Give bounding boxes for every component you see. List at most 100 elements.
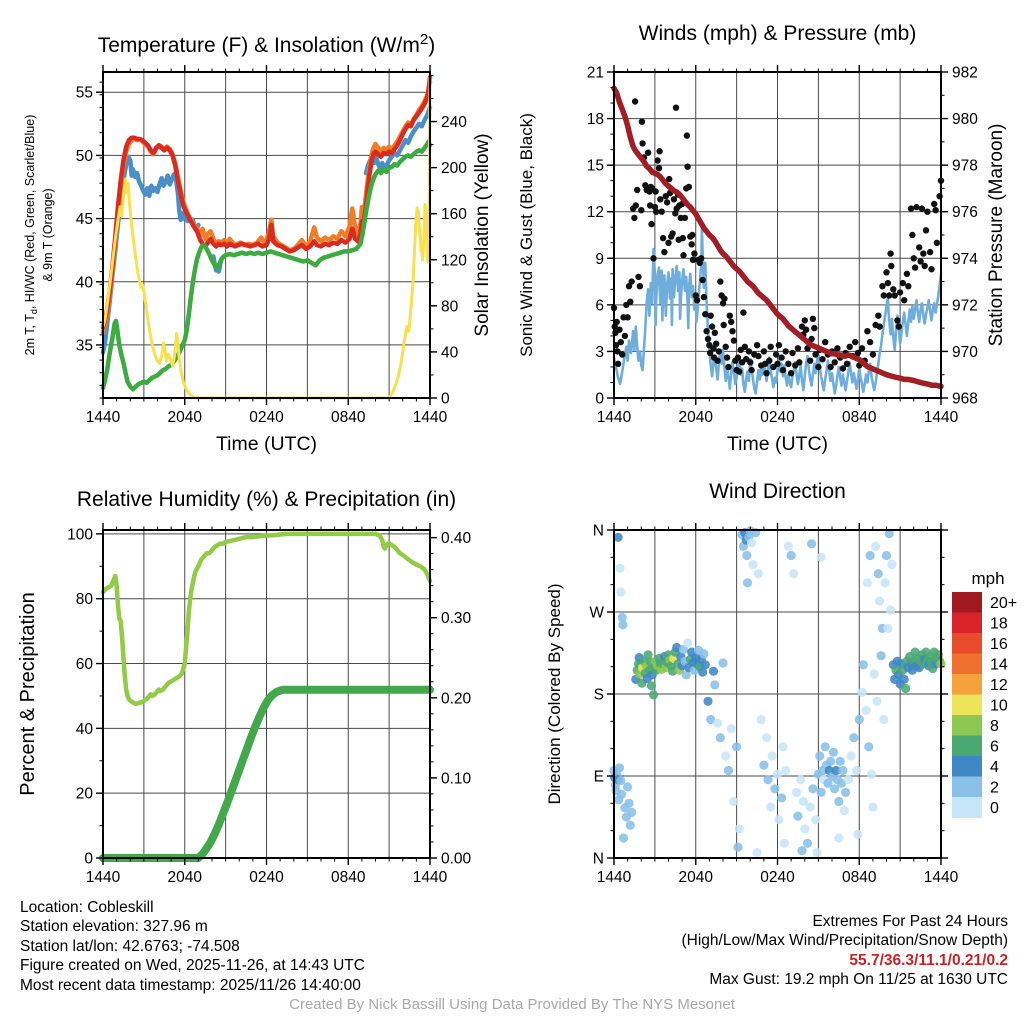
- svg-text:50: 50: [76, 148, 94, 165]
- svg-text:E: E: [594, 769, 604, 786]
- svg-text:0240: 0240: [249, 409, 284, 426]
- svg-text:0840: 0840: [331, 869, 366, 886]
- figure-created: Figure created on Wed, 2025-11-26, at 14…: [20, 957, 365, 975]
- rh-precip-chart: 1440 2040 0240 0840 14400204060801000.000.10…: [17, 488, 472, 886]
- svg-text:W: W: [589, 605, 604, 622]
- svg-text:N: N: [593, 523, 604, 540]
- svg-text:0.40: 0.40: [441, 530, 472, 547]
- svg-text:0240: 0240: [760, 409, 795, 426]
- svg-text:0840: 0840: [842, 869, 877, 886]
- svg-text:40: 40: [441, 344, 459, 361]
- svg-text:2040: 2040: [679, 869, 714, 886]
- svg-text:Direction (Colored By Speed): Direction (Colored By Speed): [545, 583, 564, 804]
- svg-text:978: 978: [952, 158, 978, 175]
- svg-text:1440: 1440: [924, 869, 959, 886]
- svg-text:0840: 0840: [331, 409, 366, 426]
- station-latlon: Station lat/lon: 42.6763; -74.508: [20, 937, 240, 955]
- svg-text:20+: 20+: [990, 595, 1017, 612]
- svg-text:15: 15: [587, 158, 604, 175]
- station-location: Location: Cobleskill: [20, 899, 154, 916]
- svg-text:982: 982: [952, 65, 978, 82]
- svg-text:Winds (mph) & Pressure (mb): Winds (mph) & Pressure (mb): [639, 22, 917, 45]
- svg-text:1440: 1440: [413, 409, 448, 426]
- svg-text:2040: 2040: [679, 409, 714, 426]
- svg-text:Wind Direction: Wind Direction: [709, 480, 846, 503]
- svg-text:1440: 1440: [924, 409, 959, 426]
- svg-text:Percent & Precipitation: Percent & Precipitation: [17, 592, 39, 795]
- svg-text:55: 55: [76, 85, 93, 102]
- credit-line: Created By Nick Bassill Using Data Provi…: [289, 996, 735, 1013]
- svg-text:980: 980: [952, 111, 978, 128]
- svg-text:100: 100: [67, 526, 93, 543]
- svg-text:2040: 2040: [168, 869, 203, 886]
- svg-text:968: 968: [952, 391, 978, 408]
- svg-text:0240: 0240: [760, 869, 795, 886]
- svg-text:0240: 0240: [249, 869, 284, 886]
- svg-text:200: 200: [441, 160, 467, 177]
- svg-text:80: 80: [76, 591, 94, 608]
- winds-pressure-chart: 1440 2040 0240 0840 144003691215182196897097…: [517, 22, 1007, 455]
- svg-text:120: 120: [441, 252, 467, 269]
- svg-text:974: 974: [952, 251, 978, 268]
- svg-text:9: 9: [595, 251, 604, 268]
- svg-text:Sonic Wind & Gust (Blue, Black: Sonic Wind & Gust (Blue, Black): [517, 113, 536, 357]
- extremes-subtitle: (High/Low/Max Wind/Precipitation/Snow De…: [681, 932, 1009, 950]
- svg-text:1440: 1440: [86, 409, 121, 426]
- station-elevation: Station elevation: 327.96 m: [20, 918, 208, 936]
- svg-text:mph: mph: [971, 569, 1004, 588]
- svg-text:3: 3: [595, 344, 604, 361]
- svg-text:12: 12: [587, 204, 604, 221]
- svg-text:970: 970: [952, 344, 978, 361]
- svg-text:8: 8: [990, 718, 999, 735]
- svg-text:1440: 1440: [597, 409, 632, 426]
- svg-text:80: 80: [441, 298, 459, 315]
- svg-text:Time (UTC): Time (UTC): [216, 433, 317, 455]
- svg-text:4: 4: [990, 759, 999, 776]
- svg-text:Solar Insolation (Yellow): Solar Insolation (Yellow): [472, 133, 493, 336]
- svg-text:0.10: 0.10: [441, 770, 472, 787]
- svg-text:45: 45: [76, 211, 93, 228]
- extremes-values: 55.7/36.3/11.1/0.21/0.2: [849, 951, 1008, 969]
- svg-text:12: 12: [990, 677, 1008, 694]
- svg-text:6: 6: [990, 738, 999, 755]
- svg-text:60: 60: [76, 656, 94, 673]
- extremes-info: Extremes For Past 24 Hours (High/Low/Max…: [682, 912, 1009, 990]
- svg-text:2: 2: [990, 779, 999, 796]
- station-info: Location: Cobleskill Station elevation: …: [20, 898, 365, 995]
- svg-text:16: 16: [990, 636, 1008, 653]
- svg-text:160: 160: [441, 206, 467, 223]
- svg-text:2m T, Td, HI/WC (Red, Green, S: 2m T, Td, HI/WC (Red, Green, Scarlet/Blu…: [23, 115, 39, 356]
- svg-text:976: 976: [952, 204, 978, 221]
- svg-text:0: 0: [84, 851, 93, 868]
- recent-timestamp: Most recent data timestamp: 2025/11/26 1…: [20, 976, 361, 994]
- svg-text:Relative Humidity (%) & Precip: Relative Humidity (%) & Precipitation (i…: [77, 488, 456, 511]
- svg-text:N: N: [593, 851, 604, 868]
- temp-insolation-chart: 1440 2040 0240 0840 1440 35 40 45 50 55 0 40 80 120 16…: [23, 31, 493, 455]
- svg-text:1440: 1440: [86, 869, 121, 886]
- svg-text:& 9m T (Orange): & 9m T (Orange): [41, 188, 55, 281]
- svg-text:40: 40: [76, 721, 94, 738]
- svg-text:14: 14: [990, 656, 1008, 673]
- svg-text:0.30: 0.30: [441, 610, 472, 627]
- svg-text:10: 10: [990, 697, 1008, 714]
- svg-text:0: 0: [990, 800, 999, 817]
- svg-text:18: 18: [587, 111, 604, 128]
- svg-text:6: 6: [595, 297, 604, 314]
- extremes-title: Extremes For Past 24 Hours: [812, 913, 1008, 930]
- svg-text:Temperature (F) & Insolation (: Temperature (F) & Insolation (W/m2): [98, 31, 436, 57]
- svg-text:0840: 0840: [842, 409, 877, 426]
- svg-text:Time (UTC): Time (UTC): [727, 433, 828, 455]
- svg-text:972: 972: [952, 297, 978, 314]
- svg-text:20: 20: [76, 786, 94, 803]
- svg-text:0.00: 0.00: [441, 851, 472, 868]
- svg-text:40: 40: [76, 274, 94, 291]
- svg-text:Station Pressure (Maroon): Station Pressure (Maroon): [986, 124, 1007, 347]
- svg-text:2040: 2040: [168, 409, 203, 426]
- svg-text:1440: 1440: [597, 869, 632, 886]
- svg-text:0: 0: [441, 391, 450, 408]
- svg-text:35: 35: [76, 337, 93, 354]
- svg-text:S: S: [594, 687, 604, 704]
- svg-text:1440: 1440: [413, 869, 448, 886]
